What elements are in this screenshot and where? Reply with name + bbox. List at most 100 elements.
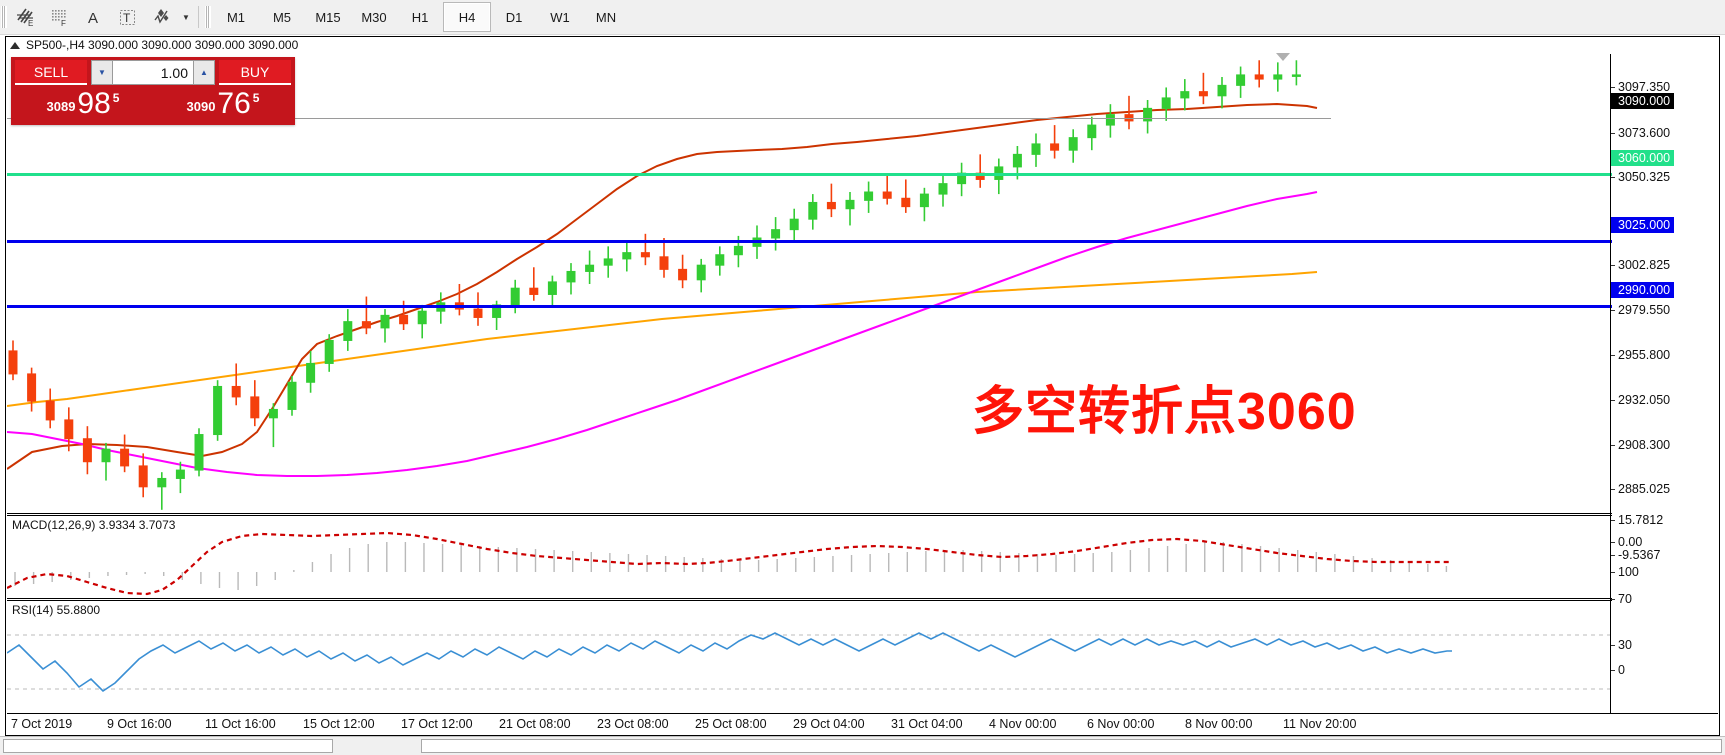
candle-body <box>715 254 725 266</box>
text-label-icon[interactable]: A <box>77 2 111 32</box>
candle-body <box>82 438 92 463</box>
rsi-line <box>7 632 1452 693</box>
price-axis[interactable]: 3097.350 3090.000 3073.600 3060.000 3050… <box>1610 54 1718 734</box>
chart-header: SP500-,H4 3090.000 3090.000 3090.000 309… <box>6 37 1719 53</box>
level-label-3060[interactable]: 3060.000 <box>1611 150 1675 166</box>
collapse-triangle-icon[interactable] <box>10 41 20 49</box>
period-separator-icon[interactable]: F <box>43 2 77 32</box>
timeframe-h4[interactable]: H4 <box>443 2 491 32</box>
sell-button[interactable]: SELL <box>15 60 87 85</box>
candle-body <box>1198 91 1208 97</box>
ma-red-line <box>7 102 1318 470</box>
candle-body <box>306 362 316 383</box>
text-object-icon[interactable]: T <box>111 2 145 32</box>
candle-body <box>1254 74 1264 80</box>
horizontal-scrollbar-left[interactable] <box>3 739 333 753</box>
horizontal-scrollbar-right[interactable] <box>421 739 1722 753</box>
candle-body <box>826 201 836 210</box>
candle-body <box>789 218 799 231</box>
level-label-3025[interactable]: 3025.000 <box>1611 217 1675 233</box>
ask-pips: 76 <box>217 87 251 120</box>
bid-price[interactable]: 3089 98 5 <box>15 85 151 119</box>
candle-body <box>566 270 576 283</box>
candle-body <box>845 199 855 210</box>
candle-body <box>64 419 74 440</box>
volume-increase-icon[interactable]: ▲ <box>193 60 215 85</box>
candle-series <box>8 60 1301 510</box>
volume-stepper[interactable]: ▼ 1.00 ▲ <box>91 60 215 85</box>
timeframe-m30[interactable]: M30 <box>361 9 387 25</box>
candle-body <box>1180 91 1190 99</box>
volume-decrease-icon[interactable]: ▼ <box>91 60 113 85</box>
level-line-2990[interactable] <box>7 305 1612 308</box>
candle-body <box>1105 114 1115 126</box>
candlestick-plot[interactable] <box>7 54 1612 514</box>
candle-body <box>1068 137 1078 151</box>
x-tick: 21 Oct 08:00 <box>499 717 571 731</box>
timeframe-h1[interactable]: H1 <box>411 9 429 25</box>
candle-body <box>101 448 111 463</box>
chart-title: SP500-,H4 3090.000 3090.000 3090.000 309… <box>26 38 299 52</box>
candle-body <box>213 385 223 436</box>
level-line-3090[interactable] <box>7 118 1331 119</box>
timeframe-m5[interactable]: M5 <box>272 9 292 25</box>
timeframe-grip[interactable] <box>205 6 211 28</box>
volume-input[interactable]: 1.00 <box>113 60 193 85</box>
price-pane[interactable]: 多空转折点3060 <box>7 54 1612 514</box>
x-tick: 8 Nov 00:00 <box>1185 717 1253 731</box>
y-tick: 3097.350 <box>1611 80 1670 94</box>
svg-text:T: T <box>123 11 131 25</box>
candle-body <box>324 339 334 364</box>
ask-fraction: 5 <box>252 91 260 105</box>
current-price-label: 3090.000 <box>1611 93 1675 109</box>
level-label-2990[interactable]: 2990.000 <box>1611 282 1675 298</box>
ma-orange-line <box>7 271 1318 407</box>
candle-body <box>343 321 353 341</box>
candle-body <box>157 477 167 488</box>
candle-body <box>547 281 557 295</box>
rsi-tick: 100 <box>1611 565 1639 579</box>
bid-big-figure: 3089 <box>46 99 76 114</box>
timeframe-m15[interactable]: M15 <box>315 9 341 25</box>
candle-body <box>1236 74 1246 86</box>
level-line-3025[interactable] <box>7 240 1612 243</box>
macd-plot[interactable] <box>7 516 1612 598</box>
ask-price[interactable]: 3090 76 5 <box>155 85 291 119</box>
macd-tick: -9.5367 <box>1611 548 1660 562</box>
candle-body <box>1031 143 1041 155</box>
chart-top-marker-icon <box>1276 53 1290 61</box>
macd-tick: 15.7812 <box>1611 513 1663 527</box>
oct-controls-row: SELL ▼ 1.00 ▲ BUY <box>11 57 295 85</box>
rsi-tick: 70 <box>1611 592 1632 606</box>
time-axis[interactable]: 7 Oct 2019 9 Oct 16:00 11 Oct 16:00 15 O… <box>7 713 1718 734</box>
timeframe-d1[interactable]: D1 <box>505 9 523 25</box>
x-tick: 11 Nov 20:00 <box>1283 717 1357 731</box>
candle-body <box>733 245 743 256</box>
level-line-3060[interactable] <box>7 173 1612 176</box>
candle-body <box>1217 84 1227 97</box>
oct-prices-row: 3089 98 5 3090 76 5 <box>11 85 295 123</box>
objects-dropdown-icon[interactable]: ▼ <box>182 12 190 22</box>
indicators-icon[interactable]: E <box>9 2 43 32</box>
candle-body <box>120 448 130 467</box>
bid-fraction: 5 <box>112 91 120 105</box>
candle-body <box>696 264 706 281</box>
macd-pane[interactable]: MACD(12,26,9) 3.9334 3.7073 <box>7 515 1612 599</box>
timeframe-mn[interactable]: MN <box>595 9 617 25</box>
candle-body <box>194 434 204 471</box>
timeframe-w1[interactable]: W1 <box>550 9 570 25</box>
one-click-trading-panel[interactable]: SELL ▼ 1.00 ▲ BUY 3089 98 5 3090 76 5 <box>11 57 295 125</box>
y-tick: 2932.050 <box>1611 393 1670 407</box>
timeframe-m1[interactable]: M1 <box>226 9 246 25</box>
candle-body <box>529 287 539 295</box>
toolbar-grip[interactable] <box>1 6 7 28</box>
x-tick: 29 Oct 04:00 <box>793 717 865 731</box>
candle-body <box>361 321 371 329</box>
y-tick: 3002.825 <box>1611 258 1670 272</box>
candle-body <box>1087 124 1097 139</box>
chart-window[interactable]: SP500-,H4 3090.000 3090.000 3090.000 309… <box>5 36 1720 736</box>
bottom-status-bar <box>0 736 1725 755</box>
objects-icon[interactable] <box>145 2 179 32</box>
rsi-plot[interactable] <box>7 601 1612 733</box>
buy-button[interactable]: BUY <box>219 60 291 85</box>
